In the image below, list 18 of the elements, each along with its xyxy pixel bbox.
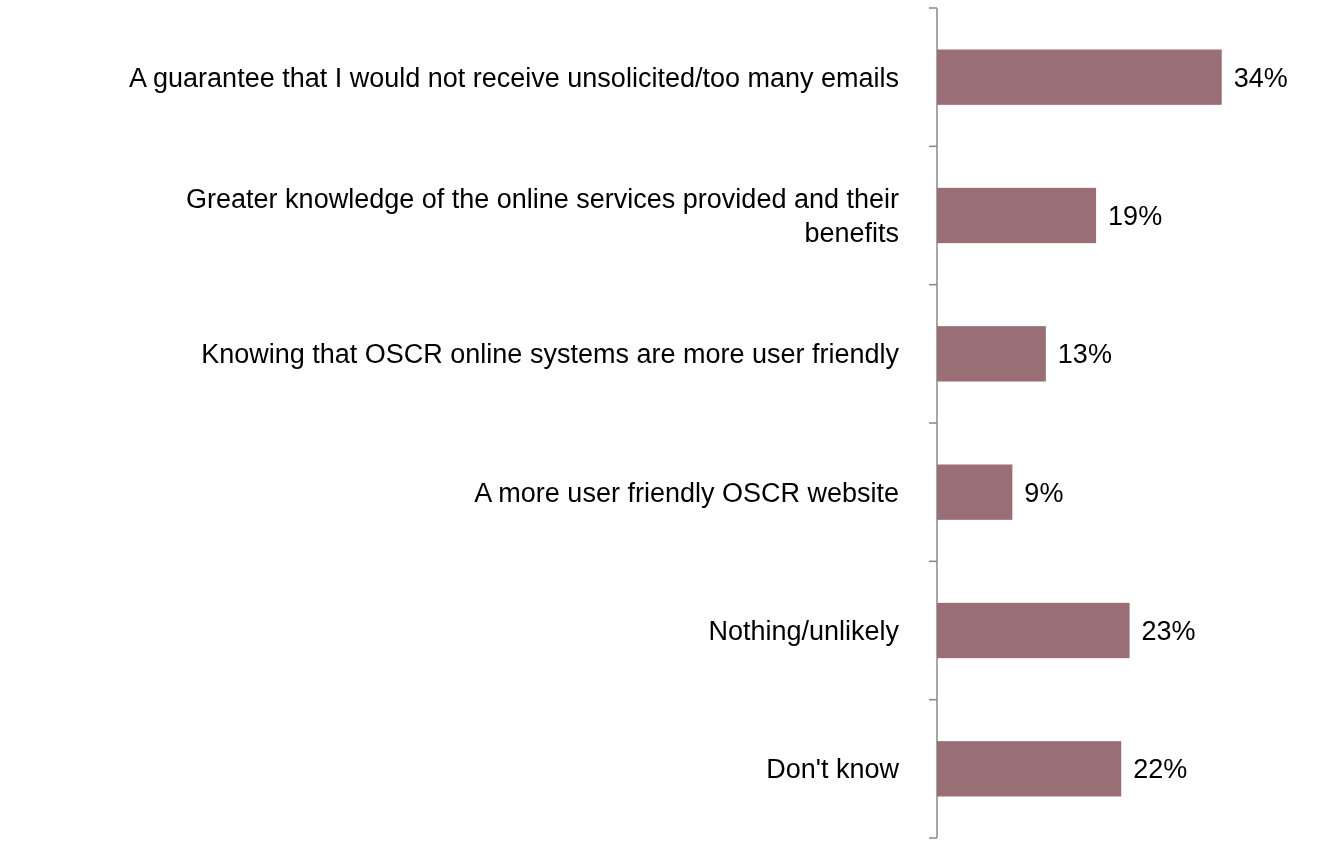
y-tick-label: Nothing/unlikely [708, 615, 900, 646]
data-label: 19% [1108, 200, 1163, 231]
bar [937, 326, 1046, 382]
bar [937, 49, 1222, 105]
data-label: 13% [1057, 339, 1112, 370]
y-tick-label: A more user friendly OSCR website [474, 477, 899, 508]
y-tick-label: Knowing that OSCR online systems are more user friendly [201, 339, 900, 370]
bar [937, 464, 1013, 520]
data-label: 23% [1141, 615, 1196, 646]
y-tick-label: Greater knowledge of the online services provided and their benefits [186, 183, 899, 248]
bar [937, 187, 1097, 244]
y-tick-label: Don't know [766, 754, 900, 785]
data-label: 9% [1024, 477, 1064, 508]
bar [937, 741, 1122, 797]
y-tick-label: A guarantee that I would not receive unsolicited/too many emails [129, 62, 899, 93]
bar [937, 602, 1130, 659]
data-label: 22% [1133, 754, 1188, 785]
data-label: 34% [1233, 62, 1288, 93]
